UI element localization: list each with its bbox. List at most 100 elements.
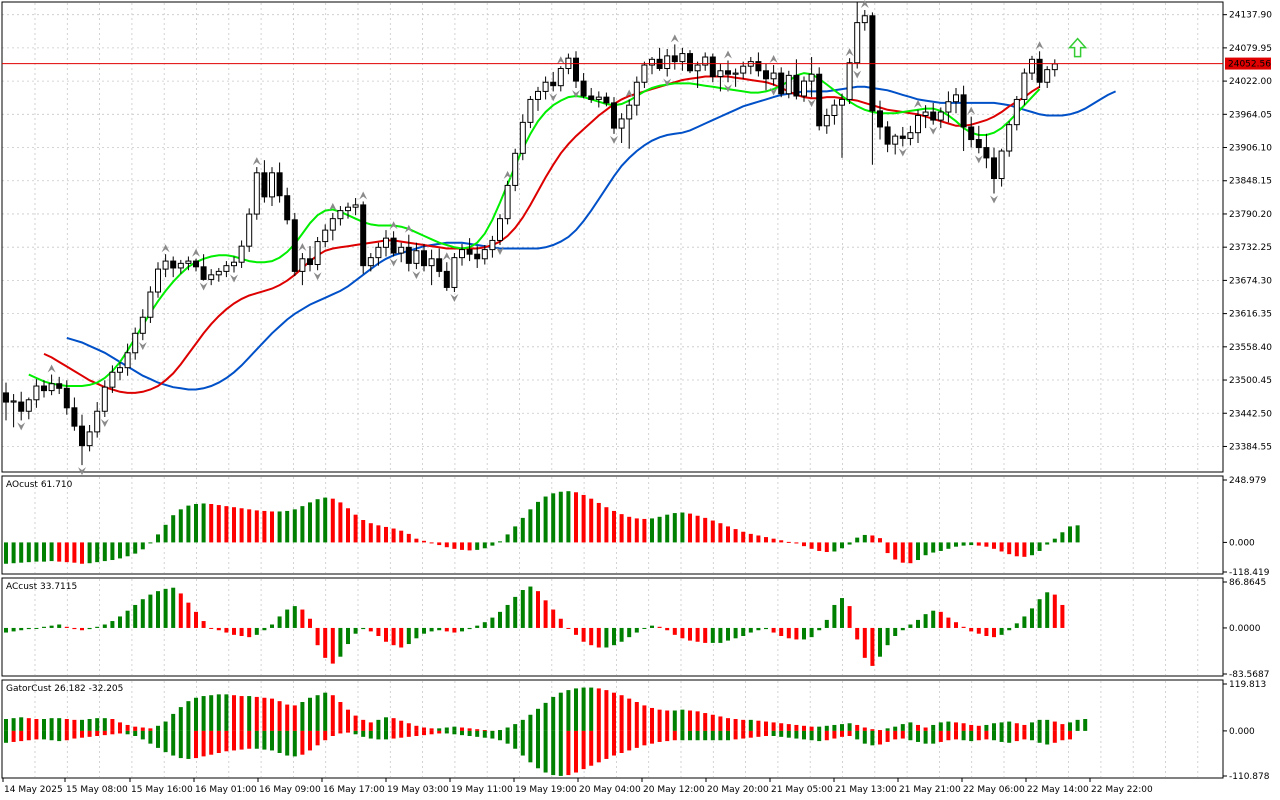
gator-lower-bar [254, 730, 259, 749]
histogram-bar [1075, 525, 1080, 543]
histogram-bar [855, 537, 860, 543]
histogram-bar [908, 624, 913, 628]
gator-upper-bar [277, 701, 282, 731]
ao-pane[interactable]: AOcust 61.710 248.979 0.000 -118.419 [4, 476, 1270, 578]
gator-lower-bar [855, 730, 860, 740]
histogram-bar [178, 509, 183, 543]
ac-pane[interactable]: ACcust 33.7115 86.8645 0.0000 -83.5687 [4, 578, 1269, 680]
candle-bear [687, 53, 693, 72]
histogram-bar [42, 542, 46, 562]
histogram-bar [976, 542, 981, 546]
histogram-bar [4, 542, 8, 564]
fractal-up-icon [914, 99, 922, 108]
gator-upper-bar [893, 726, 898, 731]
fractal-up-icon [328, 202, 337, 211]
candle-bull [489, 239, 496, 251]
gator-lower-bar [467, 730, 472, 736]
gator-upper-bar [95, 718, 100, 731]
histogram-bar [300, 506, 305, 543]
gator-lower-bar [110, 730, 115, 735]
gator-upper-bar [657, 709, 662, 731]
gator-lower-bar [840, 730, 844, 737]
candle-bear [899, 135, 906, 139]
gator-lower-bar [308, 730, 312, 751]
fractal-up-icon [1035, 41, 1044, 50]
candle-bear [709, 56, 716, 78]
gator-lower-bar [118, 730, 122, 734]
histogram-bar [665, 627, 670, 631]
gator-pane[interactable]: GatorCust 26.182 -32.205 119.813 0.000 -11… [4, 680, 1270, 782]
gator-lower-bar [543, 730, 548, 773]
candle-bull [124, 352, 131, 369]
gator-upper-bar [87, 719, 92, 731]
gator-lower-bar [520, 730, 525, 756]
gator-upper-bar [247, 696, 252, 731]
histogram-bar [824, 542, 829, 553]
gator-lower-bar [224, 730, 229, 752]
time-axis: 14 May 2025 15 May 08:00 15 May 16:00 16 Ma… [2, 778, 1153, 795]
candle-bear [588, 95, 595, 100]
gator-upper-bar [384, 717, 388, 731]
candle-bull [497, 218, 503, 241]
histogram-bar [110, 621, 115, 628]
candle-bear [580, 80, 587, 97]
gator-lower-bar [323, 730, 328, 741]
candle-bear [63, 387, 70, 409]
histogram-bar [931, 542, 936, 553]
gator-lower-bar [885, 730, 890, 742]
gator-upper-bar [528, 714, 533, 731]
buy-arrow-shape [1067, 37, 1088, 58]
gator-lower-bar [589, 730, 594, 766]
gator-upper-bar [133, 726, 138, 731]
candle-bear [390, 237, 397, 254]
histogram-bar [657, 626, 662, 628]
candle-bull [375, 246, 382, 259]
candle-bear [930, 111, 937, 121]
gator-lower-bar [619, 730, 624, 753]
histogram-bar [194, 611, 198, 628]
gator-lower-bar [133, 730, 138, 736]
histogram-bar [961, 626, 966, 628]
histogram-bar [125, 542, 130, 557]
histogram-bar [802, 627, 806, 640]
histogram-bar [178, 593, 183, 628]
histogram-bar [1022, 542, 1027, 557]
histogram-bar [277, 511, 282, 543]
histogram-bar [756, 535, 761, 543]
gator-upper-bar [733, 719, 738, 731]
candle-bull [915, 114, 921, 134]
gator-lower-bar [916, 730, 920, 742]
histogram-bar [520, 517, 525, 543]
gator-upper-bar [954, 722, 958, 731]
histogram-bar [346, 627, 350, 645]
histogram-bar [612, 627, 616, 646]
gator-upper-bar [140, 727, 145, 731]
gator-lower-bar [140, 730, 145, 740]
histogram-bar [475, 625, 480, 628]
gator-lower-bar [642, 730, 647, 746]
price-pane[interactable]: 24137.90 24079.95 24022.00 23964.05 23906.10… [2, 0, 1272, 476]
gator-lower-bar [824, 730, 829, 741]
candle-bear [276, 172, 283, 197]
gator-lower-bar [1045, 730, 1050, 745]
candle-bull [1013, 98, 1020, 126]
price-tick-label: 23848.15 [1229, 177, 1272, 187]
gator-upper-bar [672, 710, 677, 731]
candle-bull [907, 132, 914, 139]
candle-bear [284, 195, 291, 221]
gator-upper-bar [422, 727, 426, 731]
histogram-bar [741, 531, 746, 543]
histogram-bar [361, 627, 366, 630]
gator-upper-bar [976, 725, 981, 731]
gator-upper-bar [498, 730, 502, 732]
histogram-bar [498, 541, 502, 543]
gator-upper-bar [840, 724, 844, 731]
histogram-bar [308, 618, 312, 628]
price-tick-label: 23906.10 [1229, 144, 1272, 154]
candle-bear [991, 157, 997, 180]
gator-lower-bar [596, 730, 601, 763]
candle-bull [512, 152, 519, 186]
gator-lower-bar [384, 730, 388, 740]
gator-upper-bar [102, 718, 107, 731]
